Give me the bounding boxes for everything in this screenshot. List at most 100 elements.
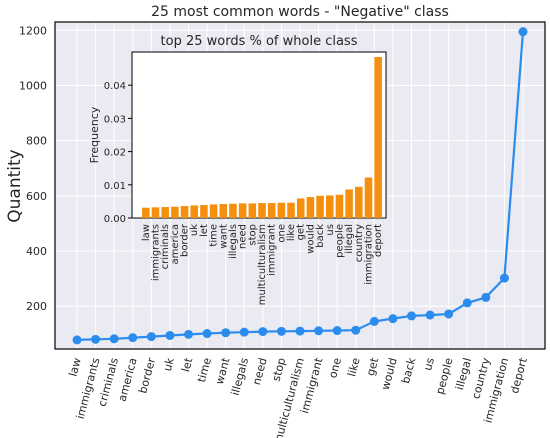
main-x-tick-label: law <box>66 356 83 378</box>
main-data-point <box>314 326 324 336</box>
main-data-point <box>295 326 305 336</box>
inset-bar <box>267 203 276 218</box>
main-y-tick-label: 600 <box>26 190 47 203</box>
inset-x-tick-label: country <box>354 224 365 262</box>
inset-bar <box>364 177 373 218</box>
inset-bar <box>200 205 208 218</box>
main-x-tick-label: uk <box>161 356 177 373</box>
main-data-point <box>462 298 472 308</box>
main-data-point <box>72 335 82 345</box>
main-x-tick-label: get <box>364 356 381 377</box>
inset-bar <box>355 186 363 218</box>
main-x-tick-label: illegals <box>229 356 252 397</box>
inset-plot-background <box>131 51 387 219</box>
main-data-point <box>258 327 268 337</box>
main-data-point <box>184 329 193 339</box>
inset-bar <box>277 202 286 218</box>
inset-x-tick-label: want <box>218 224 229 249</box>
inset-title: top 25 words % of whole class <box>161 34 358 49</box>
main-data-point <box>369 316 379 326</box>
main-data-point <box>239 327 249 337</box>
main-y-tick-label: 200 <box>26 300 47 313</box>
inset-bar <box>209 204 218 218</box>
main-data-point <box>202 329 212 339</box>
inset-bar <box>325 195 334 218</box>
main-x-tick-label: stop <box>270 356 289 382</box>
main-plot-frame <box>54 21 546 350</box>
main-data-point <box>518 27 528 37</box>
main-data-point <box>146 332 156 342</box>
main-x-tick-label: let <box>179 356 195 374</box>
main-y-tick-label: 800 <box>26 135 47 148</box>
inset-bar <box>306 197 315 218</box>
inset-x-tick-label: immigration <box>363 224 374 285</box>
main-data-point <box>91 334 101 344</box>
inset-x-tick-label: deport <box>373 224 384 257</box>
inset-bar <box>248 203 257 218</box>
inset-x-tick-labels: lawimmigrantscriminalsamericaborderuklet… <box>141 223 384 305</box>
main-x-tick-label: people <box>433 356 455 396</box>
inset-bars <box>142 56 382 219</box>
inset-bar <box>238 203 247 218</box>
inset-x-tick-label: get <box>296 224 307 241</box>
main-data-point <box>407 311 416 321</box>
main-data-point <box>499 273 509 283</box>
inset-bar <box>142 207 150 218</box>
main-x-tick-label: border <box>136 356 158 395</box>
inset-bar <box>316 195 324 218</box>
inset-bar <box>190 205 199 218</box>
main-data-point <box>276 326 286 336</box>
main-x-tick-label: one <box>326 356 344 379</box>
inset-bar <box>287 202 295 218</box>
inset-x-tick-label: one <box>276 224 287 243</box>
main-y-tick-label: 400 <box>26 245 47 258</box>
main-x-tick-label: deport <box>508 356 530 395</box>
main-y-tick-labels: 200 400 600 800 1000 1200 <box>19 24 47 313</box>
inset-y-tick-labels: 0.00 0.01 0.02 0.03 0.04 <box>104 81 132 225</box>
main-y-tick-label: 1200 <box>19 24 47 37</box>
inset-x-tick-label: would <box>305 224 316 254</box>
main-data-point <box>388 314 398 324</box>
main-y-tick-label: 1000 <box>19 79 47 92</box>
inset-y-tick-label: 0.04 <box>104 81 126 92</box>
inset-x-tick-label: illegal <box>344 224 355 254</box>
inset-bar <box>171 206 179 218</box>
inset-x-tick-label: immigrants <box>151 224 162 281</box>
main-x-tick-label: would <box>379 356 400 391</box>
main-data-point <box>351 325 361 335</box>
inset-bar <box>345 189 353 218</box>
inset-x-tick-label: border <box>180 223 191 257</box>
inset-x-tick-label: time <box>209 224 220 247</box>
inset-x-tick-label: multiculturalism <box>257 224 268 305</box>
inset-bar <box>161 207 169 218</box>
main-x-tick-label: want <box>213 356 233 386</box>
main-data-point <box>425 310 435 320</box>
inset-bar <box>219 204 228 218</box>
main-y-axis-label: Quantity <box>5 149 25 222</box>
inset-x-tick-label: illegals <box>228 224 239 259</box>
main-x-tick-label: back <box>399 356 418 385</box>
inset-bar <box>229 203 237 218</box>
inset-x-tick-label: back <box>315 224 326 248</box>
main-x-tick-label: illegal <box>453 356 474 391</box>
inset-bar <box>296 198 305 218</box>
inset-bar <box>258 203 266 218</box>
main-title: 25 most common words - "Negative" class <box>151 4 449 20</box>
main-data-point <box>109 334 119 344</box>
inset-bar <box>180 206 189 218</box>
inset-x-tick-label: criminals <box>160 224 171 269</box>
inset-bar <box>335 194 344 218</box>
main-x-tick-label: us <box>421 356 437 372</box>
inset-y-axis-label: Frequency <box>88 106 101 163</box>
main-data-point <box>332 326 342 336</box>
inset-x-tick-label: america <box>170 224 181 265</box>
inset-x-tick-label: need <box>238 224 249 249</box>
inset-x-tick-label: immigrant <box>267 224 278 276</box>
main-series-points <box>72 27 528 345</box>
main-data-point <box>165 330 175 340</box>
inset-y-tick-label: 0.01 <box>104 181 126 192</box>
inset-y-tick-label: 0.02 <box>104 148 126 159</box>
inset-x-tick-label: uk <box>189 224 200 236</box>
